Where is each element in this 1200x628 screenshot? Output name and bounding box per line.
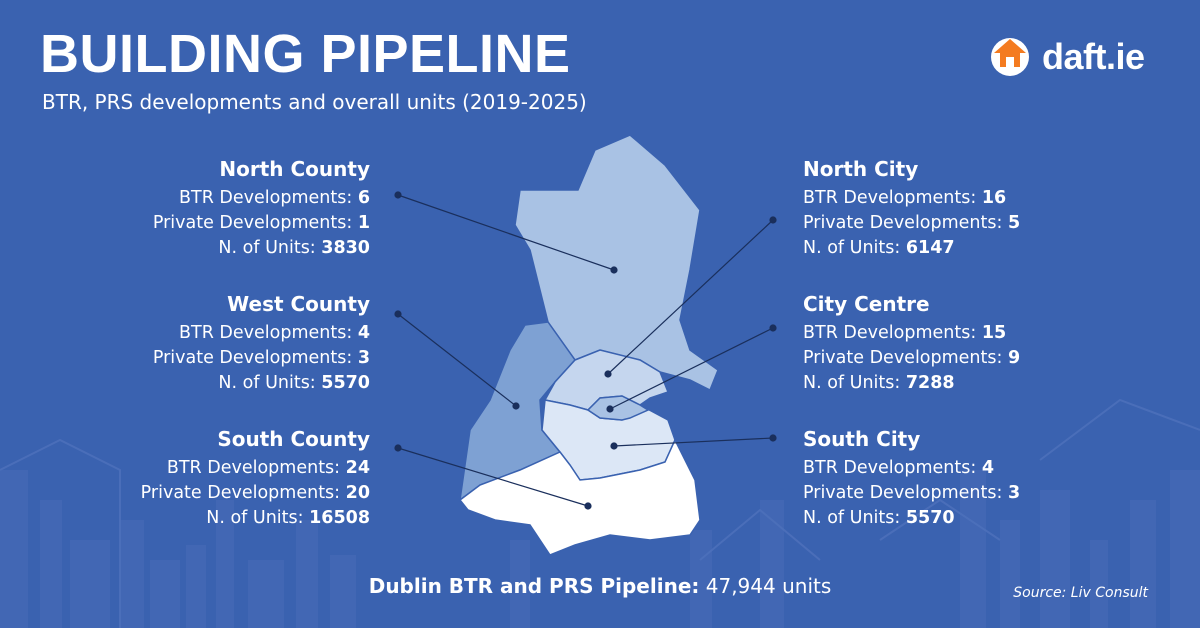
btr-row: BTR Developments: 16 xyxy=(803,188,1007,208)
btr-value: 4 xyxy=(981,458,994,478)
region-name: South County xyxy=(217,427,370,451)
units-value: 6147 xyxy=(905,238,955,258)
total-label: Dublin BTR and PRS Pipeline: xyxy=(368,574,700,598)
btr-value: 24 xyxy=(345,458,370,478)
region-south-city: South City BTR Developments: 4 Private D… xyxy=(803,427,1020,531)
connector-dot xyxy=(606,405,614,413)
units-value: 7288 xyxy=(905,373,955,393)
connector-dot xyxy=(610,442,618,450)
region-north-county: North County BTR Developments: 6 Private… xyxy=(153,157,370,261)
private-row: Private Developments: 3 xyxy=(152,348,370,368)
btr-row: BTR Developments: 24 xyxy=(166,458,370,478)
units-value: 16508 xyxy=(309,508,370,528)
private-value: 5 xyxy=(1007,213,1021,233)
connector-west-county xyxy=(397,313,517,407)
private-row: Private Developments: 3 xyxy=(803,483,1021,503)
connector-dot xyxy=(394,191,402,199)
connector-dot xyxy=(584,502,592,510)
private-row: Private Developments: 20 xyxy=(140,483,370,503)
house-arrow-icon xyxy=(991,38,1029,76)
region-name: North County xyxy=(219,157,370,181)
connector-north-city xyxy=(607,219,774,375)
units-row: N. of Units: 7288 xyxy=(803,373,955,393)
connector-dot xyxy=(604,370,612,378)
region-name: West County xyxy=(227,292,370,316)
btr-row: BTR Developments: 6 xyxy=(179,188,370,208)
daft-logo xyxy=(991,38,1029,76)
region-west-county: West County BTR Developments: 4 Private … xyxy=(153,292,370,396)
connector-dot xyxy=(769,216,777,224)
private-row: Private Developments: 1 xyxy=(152,213,370,233)
connector-dot xyxy=(610,266,618,274)
private-row: Private Developments: 5 xyxy=(803,213,1021,233)
units-row: N. of Units: 3830 xyxy=(218,238,370,258)
region-name: City Centre xyxy=(803,292,930,316)
private-value: 20 xyxy=(345,483,370,503)
pipeline-total: Dublin BTR and PRS Pipeline: 47,944 unit… xyxy=(0,574,1200,598)
btr-value: 4 xyxy=(357,323,370,343)
connector-north-county xyxy=(397,194,615,271)
region-city-centre: City Centre BTR Developments: 15 Private… xyxy=(803,292,1020,396)
region-name: North City xyxy=(803,157,919,181)
map-region-south-county xyxy=(458,438,701,556)
private-value: 3 xyxy=(357,348,370,368)
units-row: N. of Units: 6147 xyxy=(803,238,955,258)
units-row: N. of Units: 5570 xyxy=(803,508,955,528)
connector-dot xyxy=(769,434,777,442)
private-row: Private Developments: 9 xyxy=(803,348,1021,368)
units-value: 5570 xyxy=(321,373,370,393)
units-row: N. of Units: 16508 xyxy=(206,508,370,528)
btr-value: 16 xyxy=(981,188,1007,208)
units-value: 5570 xyxy=(905,508,955,528)
region-north-city: North City BTR Developments: 16 Private … xyxy=(803,157,1020,261)
source-note: Source: Liv Consult xyxy=(1013,585,1148,601)
map-region-city-centre xyxy=(586,395,650,421)
connector-dot xyxy=(394,444,402,452)
btr-row: BTR Developments: 4 xyxy=(179,323,370,343)
region-south-county: South County BTR Developments: 24 Privat… xyxy=(141,427,370,531)
btr-row: BTR Developments: 15 xyxy=(803,323,1007,343)
page-title: BUILDING PIPELINE xyxy=(40,24,571,84)
btr-row: BTR Developments: 4 xyxy=(803,458,994,478)
units-value: 3830 xyxy=(321,238,370,258)
btr-value: 6 xyxy=(357,188,370,208)
map-region-north-county xyxy=(514,134,719,392)
connector-dot xyxy=(394,310,402,318)
private-value: 9 xyxy=(1007,348,1021,368)
private-value: 1 xyxy=(357,213,370,233)
logo-text: daft.ie xyxy=(1042,36,1145,77)
private-value: 3 xyxy=(1007,483,1021,503)
connector-south-county xyxy=(397,447,589,507)
connector-dot xyxy=(512,402,520,410)
connector-dot xyxy=(769,324,777,332)
btr-value: 15 xyxy=(981,323,1007,343)
units-row: N. of Units: 5570 xyxy=(218,373,370,393)
connector-city-centre xyxy=(609,327,774,410)
connector-south-city xyxy=(613,437,774,447)
page-subtitle: BTR, PRS developments and overall units … xyxy=(42,90,587,114)
total-value: 47,944 units xyxy=(699,574,832,598)
region-name: South City xyxy=(803,427,921,451)
